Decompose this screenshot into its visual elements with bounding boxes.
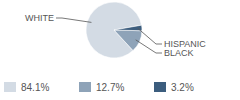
leader-line [56, 18, 91, 22]
slice-label: HISPANIC [164, 39, 206, 49]
legend-label: 3.2% [171, 82, 194, 93]
leader-line [138, 28, 162, 44]
pie-slice [114, 30, 142, 51]
legend-label: 12.7% [96, 82, 124, 93]
slice-label: BLACK [164, 48, 194, 58]
pie [86, 2, 142, 58]
pie-slice [86, 2, 142, 58]
pie-slice [114, 25, 142, 31]
leader-line [136, 40, 162, 53]
legend-label: 84.1% [21, 82, 49, 93]
chart: WHITE BLACKHISPANIC 84.1% 12.7% 3.2% [0, 0, 240, 100]
slice-label: WHITE [25, 13, 54, 23]
legend-swatch [154, 82, 166, 92]
legend-swatch [79, 82, 91, 92]
legend-swatch [4, 82, 16, 92]
